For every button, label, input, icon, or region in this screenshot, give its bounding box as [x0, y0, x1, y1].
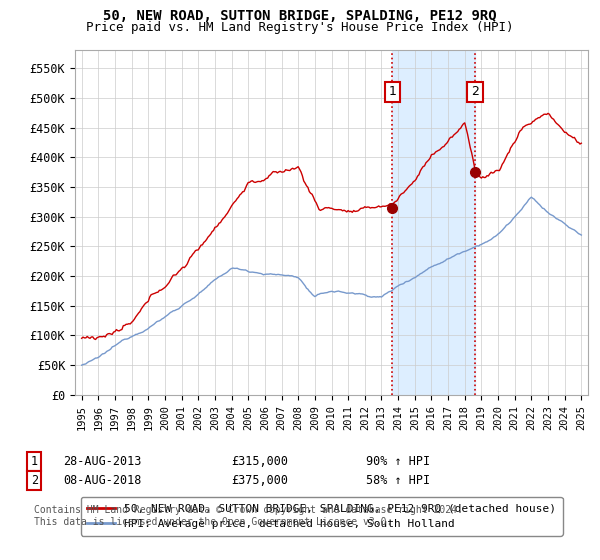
Text: Price paid vs. HM Land Registry's House Price Index (HPI): Price paid vs. HM Land Registry's House …: [86, 21, 514, 34]
Text: 90% ↑ HPI: 90% ↑ HPI: [366, 455, 430, 468]
Text: 2: 2: [471, 86, 479, 99]
Text: 2: 2: [31, 474, 38, 487]
Text: Contains HM Land Registry data © Crown copyright and database right 2024.
This d: Contains HM Land Registry data © Crown c…: [34, 505, 463, 527]
Text: 28-AUG-2013: 28-AUG-2013: [63, 455, 142, 468]
Text: 50, NEW ROAD, SUTTON BRIDGE, SPALDING, PE12 9RQ: 50, NEW ROAD, SUTTON BRIDGE, SPALDING, P…: [103, 9, 497, 23]
Text: 1: 1: [31, 455, 38, 468]
Legend: 50, NEW ROAD, SUTTON BRIDGE, SPALDING, PE12 9RQ (detached house), HPI: Average p: 50, NEW ROAD, SUTTON BRIDGE, SPALDING, P…: [80, 497, 563, 536]
Text: 58% ↑ HPI: 58% ↑ HPI: [366, 474, 430, 487]
Text: £375,000: £375,000: [231, 474, 288, 487]
Text: 08-AUG-2018: 08-AUG-2018: [63, 474, 142, 487]
Bar: [392, 50, 475, 395]
Text: 1: 1: [388, 86, 396, 99]
Text: £315,000: £315,000: [231, 455, 288, 468]
